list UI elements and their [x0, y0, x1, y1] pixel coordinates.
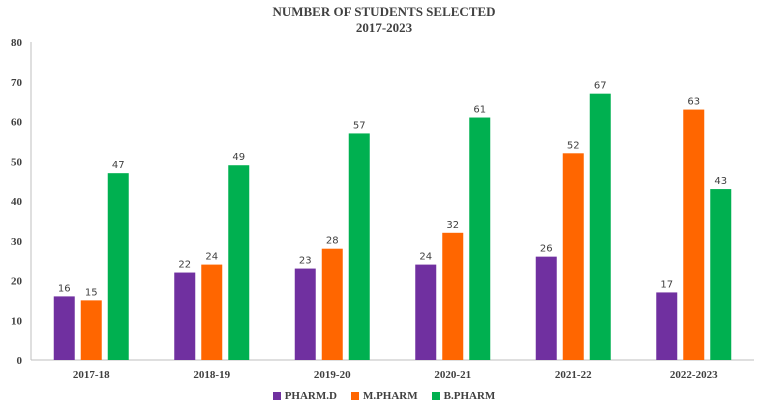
y-tick-label: 0 [17, 355, 23, 367]
chart-subtitle: 2017-2023 [355, 20, 413, 35]
bar [656, 292, 678, 360]
data-label: 24 [205, 252, 218, 263]
bar [80, 300, 102, 360]
chart-title: NUMBER OF STUDENTS SELECTED [272, 4, 496, 19]
y-tick-label: 10 [11, 315, 23, 327]
data-label: 22 [178, 260, 191, 271]
bar [348, 133, 370, 360]
data-label: 67 [594, 81, 607, 92]
data-label: 24 [419, 252, 432, 263]
y-tick-label: 60 [11, 117, 23, 129]
bar [683, 109, 705, 360]
legend-item-pharmd: PHARM.D [272, 390, 337, 402]
bar [321, 248, 343, 360]
data-label: 43 [714, 176, 727, 187]
data-label: 57 [353, 120, 366, 131]
data-label: 23 [299, 256, 312, 267]
x-tick-label: 2020-21 [434, 369, 471, 381]
data-label: 52 [567, 140, 580, 151]
data-label: 16 [58, 283, 71, 294]
data-label: 63 [687, 97, 700, 108]
legend-item-bpharm: B.PHARM [431, 390, 496, 402]
chart-bars [53, 93, 732, 361]
x-tick-label: 2021-22 [555, 369, 592, 381]
y-tick-label: 70 [11, 77, 23, 89]
x-tick-label: 2022-2023 [670, 369, 718, 381]
bar [469, 117, 491, 361]
legend-label-pharmd: PHARM.D [284, 390, 337, 402]
bar [415, 264, 437, 360]
y-tick-label: 50 [11, 156, 23, 168]
data-label: 28 [326, 236, 339, 247]
legend-swatch-mpharm [350, 392, 359, 400]
bar [710, 189, 732, 360]
bar [589, 93, 611, 361]
legend-label-mpharm: M.PHARM [362, 390, 418, 402]
bar [174, 272, 196, 360]
data-label: 17 [660, 279, 673, 290]
y-tick-label: 40 [11, 196, 23, 208]
chart-axes: 0 10 20 30 40 50 60 70 80 2017-18 2018-19 2019-20 20… [11, 37, 754, 381]
bar [228, 165, 250, 360]
bar [442, 232, 464, 360]
x-tick-label: 2017-18 [73, 369, 110, 381]
bar [107, 173, 129, 360]
y-tick-label: 80 [11, 37, 23, 49]
bar [201, 264, 223, 360]
bar [53, 296, 75, 360]
data-label: 26 [540, 244, 553, 255]
legend-swatch-pharmd [272, 392, 281, 400]
x-tick-label: 2018-19 [193, 369, 230, 381]
legend-item-mpharm: M.PHARM [350, 390, 418, 402]
y-tick-label: 30 [11, 236, 23, 248]
legend-label-bpharm: B.PHARM [443, 390, 496, 402]
data-label: 49 [232, 152, 245, 163]
data-label: 32 [446, 220, 459, 231]
chart-legend: PHARM.D M.PHARM B.PHARM [0, 390, 768, 402]
bar [562, 153, 584, 360]
y-tick-label: 20 [11, 276, 23, 288]
x-tick-label: 2019-20 [314, 369, 351, 381]
chart-data-labels: 16 15 47 22 24 49 23 28 57 24 32 61 26 52 67 17 63 43 [58, 81, 727, 299]
bar [535, 256, 557, 360]
legend-swatch-bpharm [431, 392, 440, 400]
data-label: 15 [85, 287, 98, 298]
data-label: 61 [473, 105, 486, 116]
data-label: 47 [112, 160, 125, 171]
bar [294, 268, 316, 360]
